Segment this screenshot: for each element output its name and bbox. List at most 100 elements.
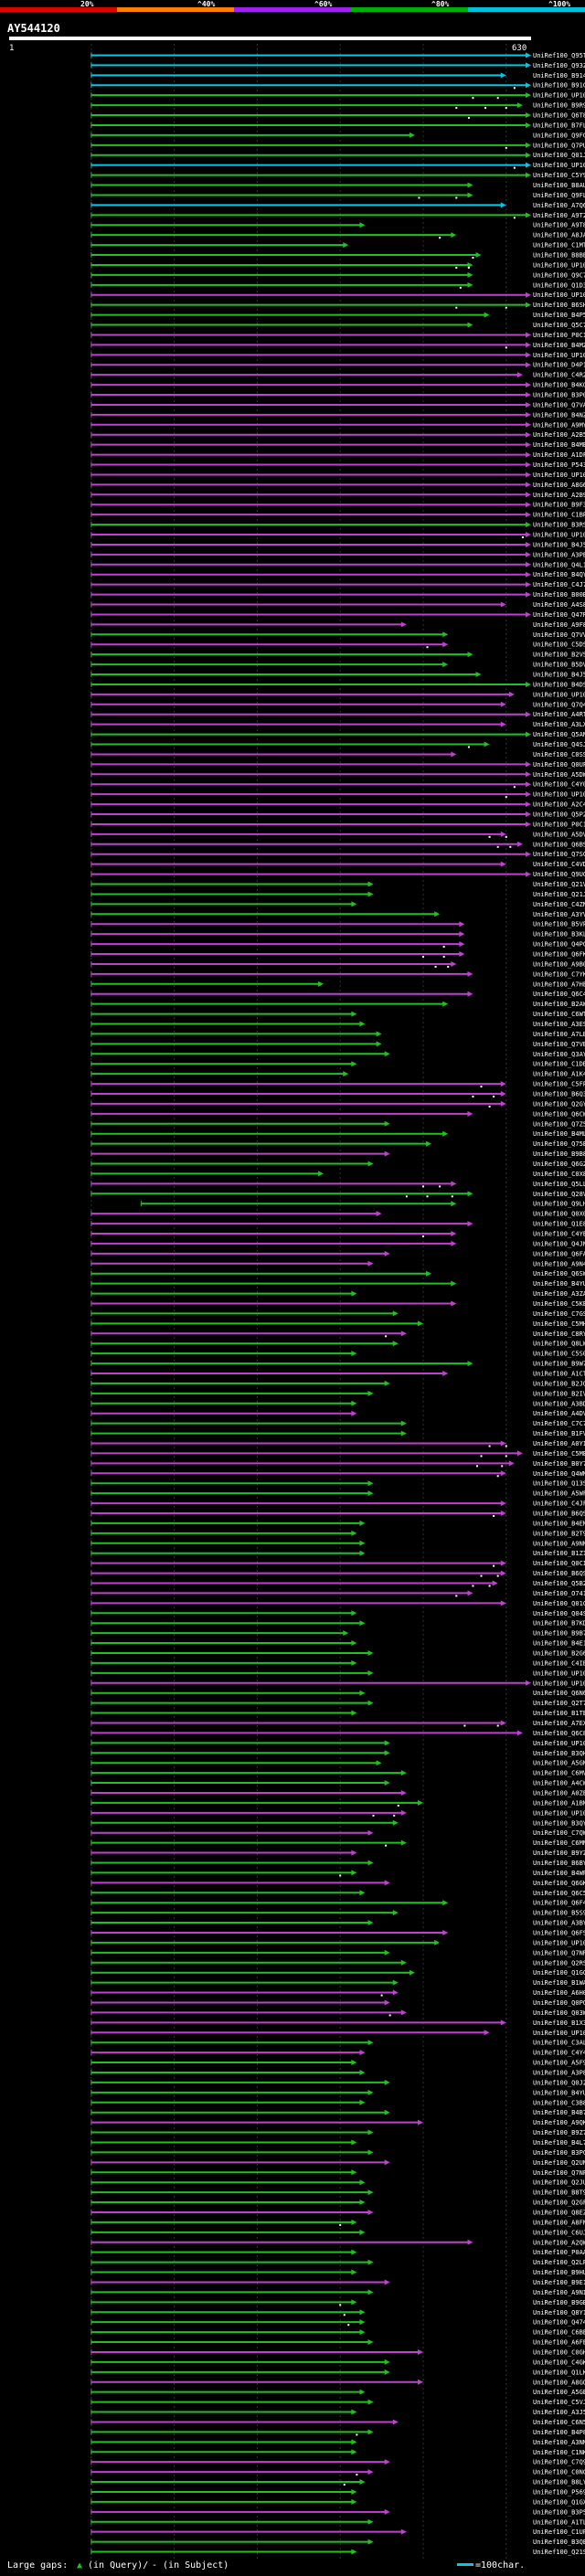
hit-row[interactable]: UniRef100_B7KDF0 [90,1620,585,1627]
hit-row[interactable]: UniRef100_C6MV05 [90,1770,585,1777]
hit-label[interactable]: UniRef100_Q474H7 [533,2319,585,2327]
hit-label[interactable]: UniRef100_Q6SWZ9 [533,1270,585,1277]
hit-row[interactable]: UniRef100_A3ZAN2 [90,1290,585,1298]
hit-row[interactable]: UniRef100_Q21JL2 [90,891,585,898]
hit-row[interactable]: UniRef100_B2T9M2 [90,1530,585,1537]
hit-row[interactable]: UniRef100_B4P549 [90,312,585,319]
hit-row[interactable]: UniRef100_C5S0K5 [90,1351,585,1358]
hit-row[interactable]: UniRef100_A3LX64 [90,721,585,728]
hit-row[interactable]: UniRef100_B9B752 [90,1630,585,1638]
hit-label[interactable]: UniRef100_Q21SG9 [533,2549,585,2556]
hit-label[interactable]: UniRef100_B9YZE5 [533,1850,585,1857]
hit-label[interactable]: UniRef100_Q1E8M1 [533,1221,585,1228]
hit-label[interactable]: UniRef100_A5GMK2 [533,1760,585,1767]
hit-label[interactable]: UniRef100_UP1000... [533,292,585,299]
hit-label[interactable]: UniRef100_B2VS11 [533,652,585,659]
hit-label[interactable]: UniRef100_Q4L171 [533,561,585,568]
hit-label[interactable]: UniRef100_A9QK18 [533,2119,585,2126]
hit-row[interactable]: UniRef100_Q7SCN0 [90,851,585,858]
hit-label[interactable]: UniRef100_C4J7D0 [533,581,585,588]
hit-label[interactable]: UniRef100_UP1000... [533,1680,585,1687]
hit-label[interactable]: UniRef100_B5S9D7 [533,1910,585,1917]
hit-label[interactable]: UniRef100_Q4SJH7 [533,741,585,748]
hit-row[interactable]: UniRef100_Q5B2W0 [90,1580,585,1587]
hit-label[interactable]: UniRef100_B4B7G8 [533,2109,585,2116]
hit-label[interactable]: UniRef100_Q8LWU8 [533,1341,585,1348]
hit-label[interactable]: UniRef100_B9F399 [533,502,585,509]
hit-row[interactable]: UniRef100_UP1000... [90,2030,585,2037]
hit-row[interactable]: UniRef100_B4L7Q0 [90,2139,585,2147]
hit-row[interactable]: UniRef100_C4Y4QC [90,2050,585,2057]
hit-label[interactable]: UniRef100_C0NCU6 [533,2469,585,2476]
hit-row[interactable]: UniRef100_Q7VVQ6 [90,631,585,639]
hit-row[interactable]: UniRef100_B914K2 [90,72,585,80]
hit-row[interactable]: UniRef100_A5F9D3 [90,2060,585,2067]
hit-label[interactable]: UniRef100_C6MV05 [533,1770,585,1777]
hit-label[interactable]: UniRef100_C6N584 [533,2419,585,2426]
hit-label[interactable]: UniRef100_A7HE56 [533,981,585,988]
hit-label[interactable]: UniRef100_UP1000... [533,92,585,100]
hit-label[interactable]: UniRef100_C6BER4 [533,2329,585,2337]
hit-row[interactable]: UniRef100_Q0CIB5 [90,1560,585,1567]
hit-row[interactable]: UniRef100_Q2LPP9 [90,2259,585,2266]
hit-label[interactable]: UniRef100_Q2JU72 [533,2179,585,2187]
hit-row[interactable]: UniRef100_A9NMR7 [90,1540,585,1547]
hit-row[interactable]: UniRef100_Q6FA71 [90,1250,585,1257]
hit-label[interactable]: UniRef100_Q6CWE8 [533,1110,585,1118]
hit-label[interactable]: UniRef100_Q13S15 [533,1480,585,1488]
hit-label[interactable]: UniRef100_B0Y7P6 [533,1460,585,1468]
hit-row[interactable]: UniRef100_A9F8H7 [90,621,585,629]
hit-label[interactable]: UniRef100_A5WFQ3 [533,1490,585,1498]
hit-row[interactable]: UniRef100_Q6FKM7 [90,951,585,959]
hit-label[interactable]: UniRef100_Q0UFK6 [533,761,585,769]
hit-label[interactable]: UniRef100_Q5P2F8 [533,811,585,819]
hit-row[interactable]: UniRef100_A9NIM4 [90,2289,585,2296]
hit-label[interactable]: UniRef100_A3NMB4 [533,2439,585,2446]
hit-label[interactable]: UniRef100_B3KL12 [533,931,585,938]
hit-label[interactable]: UniRef100_B9HUM5 [533,2269,585,2276]
hit-row[interactable]: UniRef100_UP1000... [90,1680,585,1687]
hit-label[interactable]: UniRef100_Q03W03 [533,2009,585,2017]
hit-label[interactable]: UniRef100_A3P845 [533,2069,585,2076]
hit-label[interactable]: UniRef100_Q47R44 [533,611,585,619]
hit-row[interactable]: UniRef100_D4P1N7 [90,362,585,369]
hit-label[interactable]: UniRef100_C1DB47 [533,1061,585,1068]
hit-label[interactable]: UniRef100_B2G6M6 [533,1649,585,1657]
hit-label[interactable]: UniRef100_A2B5L4 [533,431,585,439]
hit-label[interactable]: UniRef100_A7LB54 [533,1031,585,1038]
hit-row[interactable]: UniRef100_Q4WMV5 [90,1470,585,1478]
hit-row[interactable]: UniRef100_C4ZNE8 [90,901,585,908]
hit-row[interactable]: UniRef100_A7EXD5 [90,1720,585,1727]
hit-label[interactable]: UniRef100_Q1LKV3 [533,2369,585,2376]
hit-row[interactable]: UniRef100_C3AL9O [90,2040,585,2047]
hit-row[interactable]: UniRef100_B8BE01 [90,252,585,260]
hit-label[interactable]: UniRef100_B4L7Q0 [533,2139,585,2147]
hit-label[interactable]: UniRef100_B4WPQ7 [533,1870,585,1877]
hit-label[interactable]: UniRef100_C1UPF0 [533,2528,585,2536]
hit-label[interactable]: UniRef100_P0C1B0 [533,821,585,828]
hit-label[interactable]: UniRef100_C6WT21 [533,1011,585,1018]
hit-label[interactable]: UniRef100_Q2UN37 [533,2159,585,2167]
hit-row[interactable]: UniRef100_Q6C8T7 [90,1730,585,1737]
hit-row[interactable]: UniRef100_UP1000... [90,1809,585,1817]
hit-label[interactable]: UniRef100_B5DV86 [533,662,585,669]
hit-row[interactable]: UniRef100_C4IBX3 [90,1659,585,1667]
hit-label[interactable]: UniRef100_Q9LHM4 [533,1201,585,1208]
hit-row[interactable]: UniRef100_A9T2S9 [90,212,585,219]
hit-label[interactable]: UniRef100_A4S8E0 [533,601,585,609]
hit-row[interactable]: UniRef100_Q1LKV3 [90,2369,585,2376]
hit-row[interactable]: UniRef100_UP1000... [90,1939,585,1946]
hit-label[interactable]: UniRef100_B4NZ20 [533,411,585,419]
hit-row[interactable]: UniRef100_C6MNU0 [90,1839,585,1847]
hit-row[interactable]: UniRef100_Q8EZ54 [90,2209,585,2216]
hit-label[interactable]: UniRef100_C3B8N1 [533,2099,585,2106]
hit-label[interactable]: UniRef100_A2B9Y0 [533,492,585,499]
hit-row[interactable]: UniRef100_A2C459 [90,801,585,809]
hit-row[interactable]: UniRef100_C1UPF0 [90,2528,585,2536]
hit-row[interactable]: UniRef100_Q0J2V8 [90,2079,585,2086]
hit-label[interactable]: UniRef100_UP1000... [533,2030,585,2037]
hit-row[interactable]: UniRef100_Q1D3M4 [90,281,585,289]
hit-label[interactable]: UniRef100_Q0J2V8 [533,2079,585,2086]
hit-label[interactable]: UniRef100_B8LYS4 [533,2479,585,2486]
hit-label[interactable]: UniRef100_Q7NPC5 [533,2169,585,2177]
